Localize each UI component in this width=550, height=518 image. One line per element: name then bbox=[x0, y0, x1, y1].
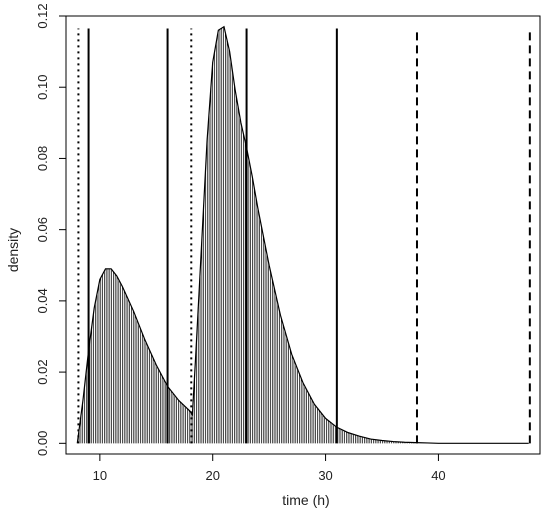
y-tick-label: 0.02 bbox=[35, 359, 50, 384]
y-axis-label: density bbox=[5, 228, 21, 272]
density-curve bbox=[76, 25, 529, 444]
plot-frame bbox=[65, 15, 541, 455]
x-axis-label: time (h) bbox=[282, 492, 329, 508]
x-tick-label: 30 bbox=[318, 468, 332, 483]
x-tick-label: 20 bbox=[205, 468, 219, 483]
y-tick-label: 0.06 bbox=[35, 217, 50, 242]
reference-lines bbox=[77, 28, 531, 444]
plot-layer bbox=[76, 25, 529, 444]
x-tick-label: 40 bbox=[431, 468, 445, 483]
axes: 10 20 30 40 0.00 0.02 0.04 0.06 0.08 0.10 0.12 bbox=[35, 3, 446, 483]
x-tick-label: 10 bbox=[93, 468, 107, 483]
y-tick-label: 0.08 bbox=[35, 146, 50, 171]
y-tick-label: 0.12 bbox=[35, 3, 50, 28]
y-tick-label: 0.10 bbox=[35, 75, 50, 100]
y-tick-label: 0.00 bbox=[35, 431, 50, 456]
y-tick-label: 0.04 bbox=[35, 288, 50, 313]
